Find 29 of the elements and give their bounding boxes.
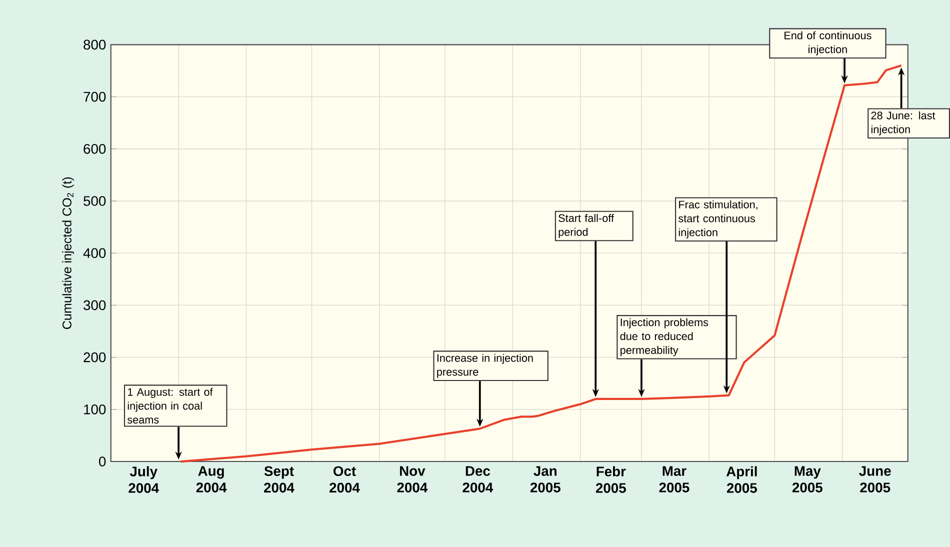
annotation: Frac stimulation, start continuous injection bbox=[678, 200, 758, 238]
y-tick-label: 800 bbox=[84, 40, 106, 50]
x-tick-label: April 2005 bbox=[726, 466, 757, 494]
x-tick-label: Sept 2004 bbox=[264, 466, 294, 493]
x-tick-label: Mar 2005 bbox=[659, 466, 690, 493]
annotation: Increase in injection pressure bbox=[437, 354, 533, 378]
annotation: End of continuous injection bbox=[784, 31, 872, 56]
y-tick-label: 0 bbox=[99, 456, 106, 467]
x-tick-label: July 2004 bbox=[128, 466, 159, 494]
y-tick-label: 500 bbox=[84, 196, 106, 206]
y-axis-title: Cumulative injected CO$_{2}$ (t) bbox=[62, 177, 74, 330]
y-tick-label: 300 bbox=[84, 300, 106, 310]
x-tick-label: Nov 2004 bbox=[397, 466, 428, 493]
y-tick-label: 200 bbox=[84, 352, 106, 362]
annotation: 1 August: start of injection in coal seams bbox=[127, 388, 213, 424]
y-tick-label: 700 bbox=[84, 92, 106, 102]
x-tick-label: Jan 2005 bbox=[530, 466, 560, 493]
x-tick-label: Febr 2005 bbox=[596, 466, 626, 494]
y-tick-label: 400 bbox=[83, 248, 106, 258]
x-tick-label: Aug 2004 bbox=[196, 466, 227, 493]
x-tick-label: June 2005 bbox=[859, 466, 891, 493]
y-tick-label: 100 bbox=[84, 404, 106, 414]
annotation: Injection problems due to reduced permeability bbox=[620, 318, 708, 356]
x-tick-label: May 2005 bbox=[792, 466, 822, 493]
annotation: Start fall-off period bbox=[558, 214, 614, 238]
x-tick-label: Oct 2004 bbox=[330, 466, 360, 493]
x-tick-label: Dec 2004 bbox=[462, 466, 494, 493]
y-tick-label: 600 bbox=[84, 144, 106, 154]
annotation: 28 June: last injection bbox=[871, 111, 936, 136]
